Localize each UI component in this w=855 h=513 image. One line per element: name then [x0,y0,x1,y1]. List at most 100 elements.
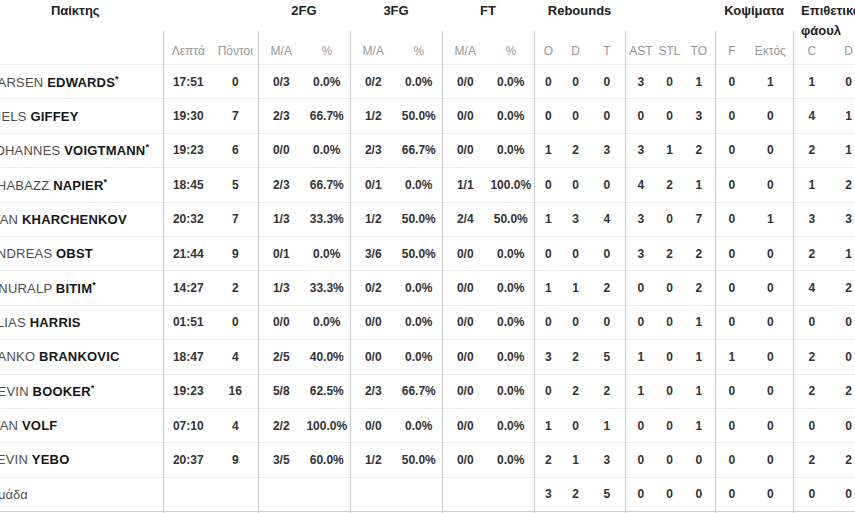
blocks-against-cell: 0 [748,236,793,270]
ft-made-attempted-cell: 2/4 [442,202,488,236]
3fg-percent-cell: 0.0% [396,408,442,442]
rebound-defensive-cell: 0 [562,236,589,270]
2fg-made-attempted-cell: 2/3 [258,99,304,133]
column-header-reb-o: O [534,31,562,65]
3fg-made-attempted-cell: 2/3 [350,374,396,408]
3fg-made-attempted-cell: 2/3 [350,133,396,167]
foul-committed-cell: 2 [793,443,830,477]
ft-percent-cell: 0.0% [488,408,534,442]
player-row: JOHANNES VOIGTMANN*19:2360/00.0%2/366.7%… [0,133,855,167]
column-header-reb-d: D [562,31,589,65]
column-header-3fg-pct: % [396,31,442,65]
turnovers-cell: 1 [683,374,715,408]
3fg-percent-cell: 50.0% [396,443,442,477]
rebound-total-cell: 0 [589,99,625,133]
3fg-percent-cell [396,477,442,511]
player-row: ONURALP BITIM*14:2721/333.3%0/20.0%0/00.… [0,271,855,305]
points-cell: 7 [213,202,258,236]
player-last-name: YEBO [32,452,70,467]
foul-committed-cell: 4 [793,99,830,133]
2fg-percent-cell: 0.0% [304,133,350,167]
player-first-name: IVAN [0,418,22,433]
player-name-cell: KEVIN YEBO [0,443,163,477]
points-cell: 7 [213,99,258,133]
player-last-name: EDWARDS [47,75,115,90]
foul-drawn-cell: 1 [830,236,855,270]
team-row: Ομάδα3250000000 [0,477,855,511]
player-row: IVAN KHARCHENKOV20:3271/333.3%1/250.0%2/… [0,202,855,236]
player-first-name: IVAN [0,212,22,227]
blocks-against-cell: 0 [748,133,793,167]
player-last-name: HARRIS [30,315,81,330]
2fg-percent-cell: 66.7% [304,99,350,133]
foul-committed-cell: 2 [793,340,830,374]
2fg-made-attempted-cell: 5/8 [258,374,304,408]
3fg-percent-cell: 50.0% [396,99,442,133]
group-header-offensive-fouls: Επιθετικά φάουλ [793,0,855,31]
blocks-for-cell: 0 [715,374,748,408]
rebound-defensive-cell: 1 [562,271,589,305]
points-cell: 9 [213,443,258,477]
ft-percent-cell: 0.0% [488,443,534,477]
3fg-made-attempted-cell [350,477,396,511]
2fg-made-attempted-cell: 0/3 [258,65,304,99]
2fg-made-attempted-cell: 1/3 [258,202,304,236]
ft-made-attempted-cell: 0/0 [442,133,488,167]
steals-cell: 0 [656,202,683,236]
steals-cell: 0 [656,340,683,374]
foul-drawn-cell: 0 [830,340,855,374]
blocks-against-cell: 1 [748,65,793,99]
turnovers-cell: 0 [683,443,715,477]
3fg-percent-cell: 50.0% [396,202,442,236]
steals-cell: 0 [656,65,683,99]
blocks-for-cell: 0 [715,443,748,477]
foul-drawn-cell: 2 [830,271,855,305]
group-header-2fg: 2FG [258,0,350,31]
group-header-3fg: 3FG [350,0,442,31]
column-header-ft-ma: M/A [442,31,488,65]
3fg-made-attempted-cell: 0/2 [350,271,396,305]
player-last-name: BOOKER [33,384,91,399]
points-cell: 4 [213,340,258,374]
group-header-blocks: Κοψίματα [715,0,793,31]
blocks-for-cell: 0 [715,133,748,167]
steals-cell: 1 [656,133,683,167]
group-header-rebounds: Rebounds [534,0,625,31]
ft-made-attempted-cell: 0/0 [442,99,488,133]
blocks-against-cell: 0 [748,340,793,374]
player-first-name: JOHANNES [0,144,64,159]
turnovers-cell: 1 [683,340,715,374]
minutes-cell [163,477,213,511]
blocks-for-cell: 0 [715,408,748,442]
player-row: DANKO BRANKOVIC18:4742/540.0%0/00.0%0/00… [0,340,855,374]
ft-percent-cell: 0.0% [488,271,534,305]
2fg-percent-cell: 33.3% [304,202,350,236]
foul-committed-cell: 1 [793,168,830,202]
player-row: KEVIN YEBO20:3793/560.0%1/250.0%0/00.0%2… [0,443,855,477]
foul-drawn-cell: 2 [830,374,855,408]
rebound-defensive-cell: 2 [562,374,589,408]
player-first-name: NIELS [0,109,30,124]
foul-drawn-cell: 1 [830,133,855,167]
points-cell: 6 [213,133,258,167]
turnovers-cell: 1 [683,305,715,339]
blocks-for-cell: 0 [715,305,748,339]
ft-made-attempted-cell: 0/0 [442,374,488,408]
turnovers-cell: 1 [683,168,715,202]
ft-made-attempted-cell: 0/0 [442,271,488,305]
steals-cell: 2 [656,168,683,202]
rebound-offensive-cell: 1 [534,133,562,167]
steals-cell: 0 [656,443,683,477]
points-cell: 2 [213,271,258,305]
turnovers-cell: 3 [683,99,715,133]
rebound-defensive-cell: 2 [562,477,589,511]
foul-committed-cell: 0 [793,477,830,511]
assists-cell: 0 [625,408,656,442]
column-header-reb-t: T [589,31,625,65]
player-last-name: VOIGTMANN [64,144,145,159]
player-name-cell: NIELS GIFFEY [0,99,163,133]
stats-table-body: CARSEN EDWARDS*17:5100/30.0%0/20.0%0/00.… [0,65,855,513]
turnovers-cell: 0 [683,477,715,511]
3fg-made-attempted-cell: 1/2 [350,443,396,477]
minutes-cell: 19:23 [163,374,213,408]
